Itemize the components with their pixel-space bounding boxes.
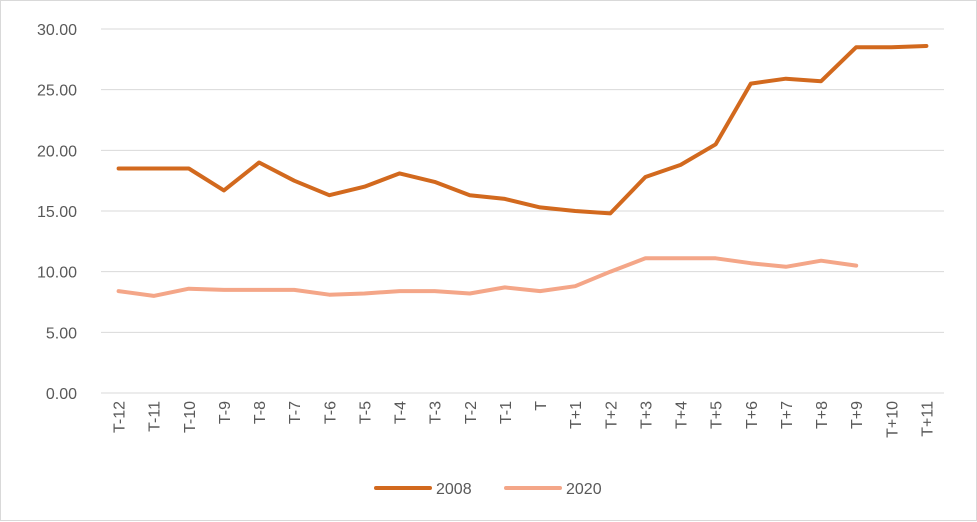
y-tick-label: 10.00 [37, 265, 77, 282]
x-axis-tick-labels: T-12 T-11 T-10 T-9 T-8 T-7 T-6 T-5 T-4 T-3 T-2 T-1 T… [112, 401, 937, 438]
x-tick-label: T+7 [779, 401, 796, 429]
series-lines [116, 44, 929, 298]
x-tick-label: T-4 [393, 401, 410, 424]
x-tick-label: T-1 [498, 401, 515, 424]
series-line-2008 [116, 44, 929, 216]
x-tick-label: T+4 [674, 401, 691, 429]
x-tick-label: T-6 [322, 401, 339, 424]
x-tick-label: T+1 [568, 401, 585, 429]
x-tick-label: T+6 [744, 401, 761, 429]
legend: 2008 2020 [374, 481, 602, 498]
series-line-2020 [116, 256, 859, 298]
x-tick-label: T+10 [884, 401, 901, 438]
y-tick-label: 25.00 [37, 83, 77, 100]
x-tick-label: T+3 [638, 401, 655, 429]
x-tick-label: T+2 [603, 401, 620, 429]
x-tick-label: T+5 [709, 401, 726, 429]
x-tick-label: T-2 [463, 401, 480, 424]
y-tick-label: 5.00 [46, 325, 77, 342]
x-tick-label: T+11 [919, 401, 936, 437]
x-tick-label: T-10 [182, 401, 199, 433]
x-tick-label: T-8 [252, 401, 269, 424]
y-tick-label: 20.00 [37, 143, 77, 160]
x-tick-label: T-5 [357, 401, 374, 424]
x-tick-label: T+8 [814, 401, 831, 429]
x-tick-label: T-3 [428, 401, 445, 424]
x-tick-label: T-7 [287, 401, 304, 424]
x-tick-label: T [533, 401, 550, 411]
y-tick-label: 15.00 [37, 204, 77, 221]
x-tick-label: T-11 [147, 401, 164, 432]
gridlines [101, 28, 944, 394]
y-axis-tick-labels: 0.00 5.00 10.00 15.00 20.00 25.00 30.00 [37, 22, 77, 403]
legend-label-2008: 2008 [436, 481, 472, 498]
x-tick-label: T-12 [112, 401, 129, 433]
legend-label-2020: 2020 [566, 481, 602, 498]
y-tick-label: 0.00 [46, 386, 77, 403]
x-tick-label: T+9 [849, 401, 866, 429]
y-tick-label: 30.00 [37, 22, 77, 39]
x-tick-label: T-9 [217, 401, 234, 424]
